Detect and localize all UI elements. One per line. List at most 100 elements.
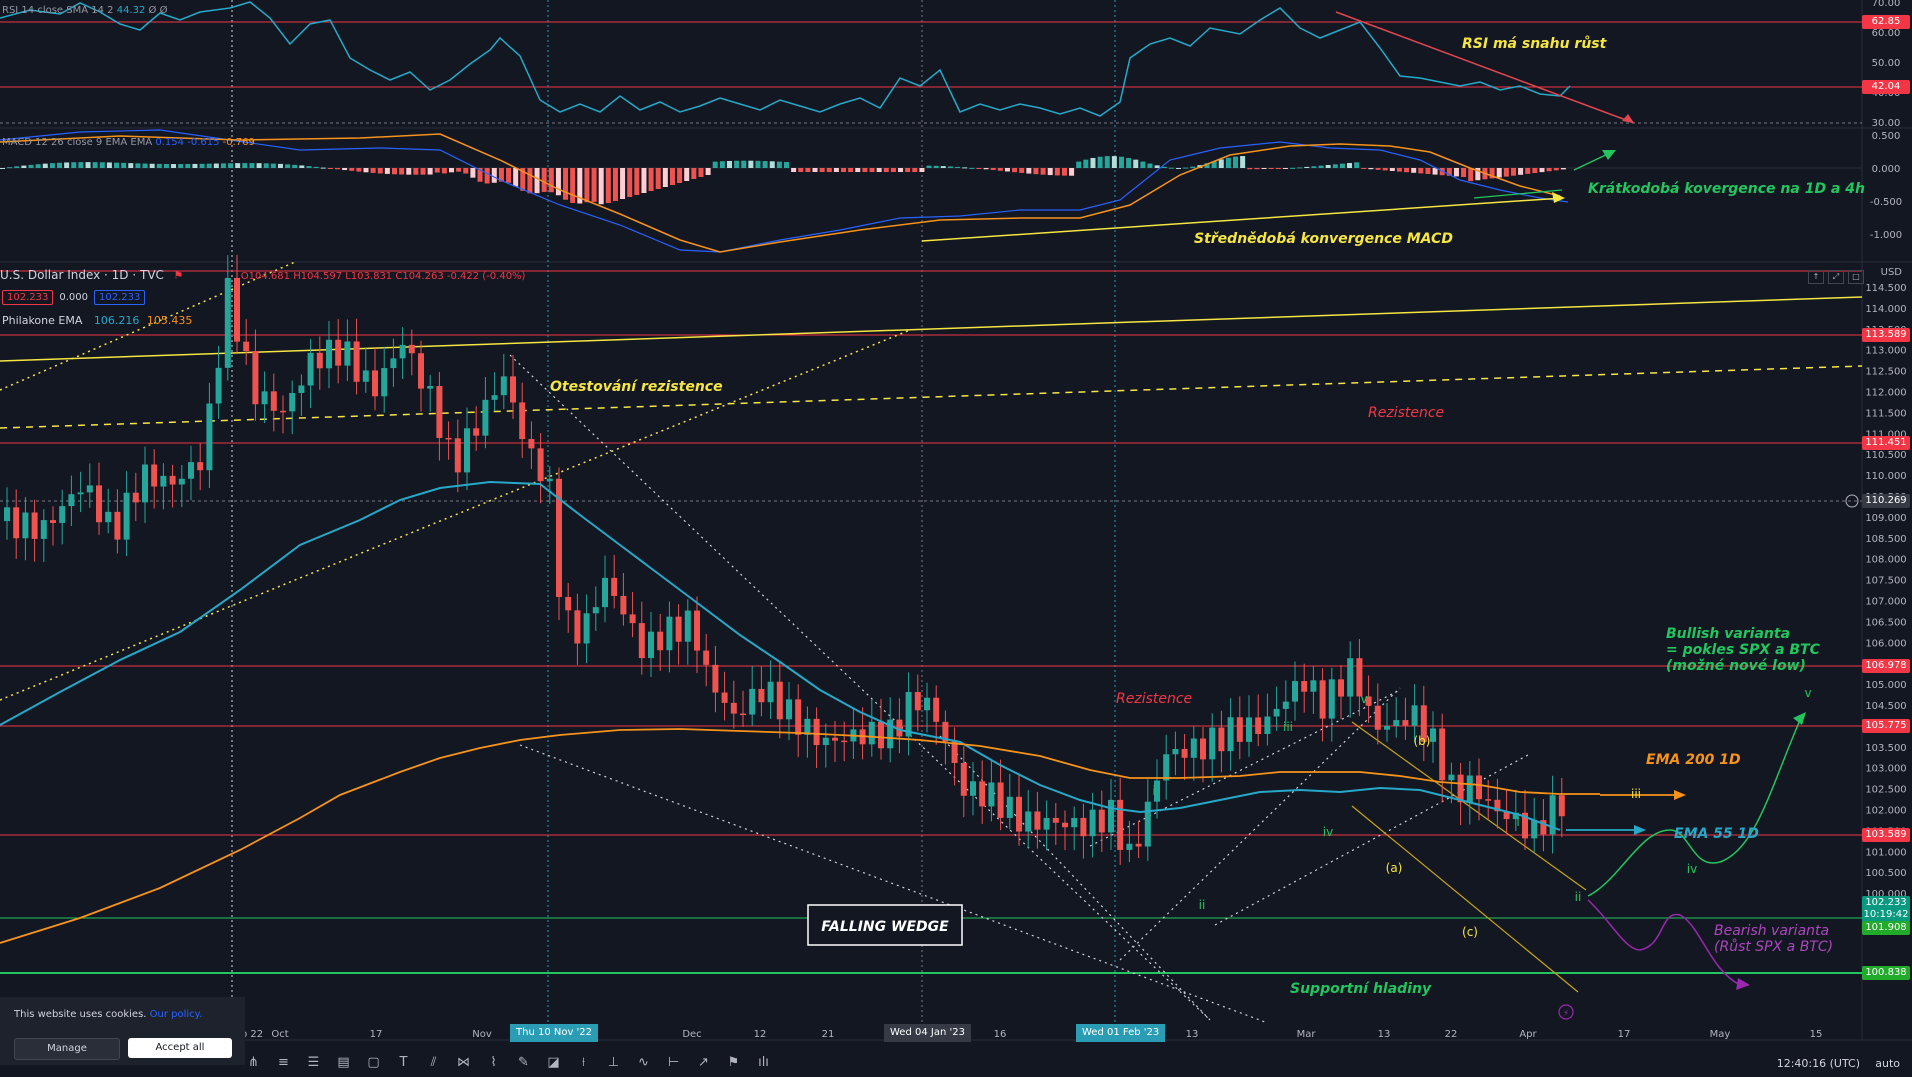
price-box[interactable]: 102.233 [2,290,54,305]
cookie-policy-link[interactable]: Our policy. [149,1009,203,1020]
price-tag[interactable]: 10:19:42 [1862,908,1910,922]
rsi-tag[interactable]: 42.04 [1862,80,1910,94]
rsi-tag[interactable]: 62.85 [1862,15,1910,29]
time-tick: 21 [822,1029,835,1040]
macd-bar [812,168,818,172]
channel-lower-line[interactable] [1351,805,1579,993]
brush-icon[interactable]: ✎ [518,1055,529,1070]
time-axis-labels: p 22 Oct 17 Nov Dec 12 21 16 13 Mar 13 22 Apr 17 May 15 [241,1029,1823,1040]
price-tag[interactable]: 106.978 [1862,659,1910,673]
macd-bar [399,168,405,175]
candle-body [556,478,562,597]
clock[interactable]: 12:40:16 (UTC) [1776,1057,1860,1070]
bullish-scenario-path[interactable] [1587,719,1801,897]
forecast-icon[interactable]: ⚑ [727,1055,740,1070]
dotted-uptrend[interactable] [0,329,911,701]
annotation-bullish: (možné nové low) [1666,658,1806,674]
annotation-bullish: = pokles SPX a BTC [1666,642,1821,658]
ema-value: 105.435 [146,314,193,327]
macd-arrow-short[interactable] [1473,189,1563,199]
rectangle-icon[interactable]: ▢ [367,1055,380,1070]
macd-trendline-mid[interactable] [921,197,1564,242]
price-tag[interactable]: 100.838 [1862,966,1910,980]
candle-body [574,610,581,644]
cross-line-icon[interactable]: ⊥ [607,1055,620,1070]
price-tag[interactable]: 105.775 [1862,719,1910,733]
text-icon[interactable]: T [399,1055,408,1070]
parallel-channel-icon[interactable]: ≡ [278,1055,289,1070]
price-tag[interactable]: 102.233 [1862,896,1910,910]
annotation-support: Supportní hladiny [1290,981,1432,997]
candle-body [905,692,912,737]
channel-upper-line[interactable] [1351,721,1587,891]
bars-pattern-icon[interactable]: ılı [758,1055,769,1070]
macd-bar [1532,168,1538,173]
candle-body [666,616,673,651]
bearish-scenario-path[interactable] [1587,899,1741,986]
manage-cookies-button[interactable]: Manage [14,1038,120,1060]
rsi-trendline[interactable] [1335,11,1635,124]
price-tag[interactable]: 111.451 [1862,436,1910,450]
macd-bar [370,168,376,173]
macd-bar [342,168,348,171]
wedge-lower-line[interactable] [519,744,1266,1023]
macd-bar [1069,168,1075,176]
channel-line[interactable] [1119,687,1401,961]
annotation-bearish: (Růst SPX a BTC) [1714,939,1833,955]
curve-icon[interactable]: ∿ [638,1055,649,1070]
range-icon[interactable]: ⊢ [667,1055,680,1070]
yellow-trendline[interactable] [0,296,1863,362]
arrow-up-icon[interactable]: ↑ [1808,270,1824,284]
alert-icon: ⚡ [1563,1009,1569,1019]
price-box[interactable]: 102.233 [94,290,146,305]
macd-bar [1211,161,1217,168]
macd-legend[interactable]: MACD 12 26 close 9 EMA EMA 0.154 -0.615 … [2,137,255,148]
wedge-label-box[interactable] [807,904,963,946]
maximize-icon[interactable]: ⤢ [1828,270,1844,284]
candle-body [1319,680,1326,719]
wedge-upper-line[interactable] [509,354,1211,1021]
macd-bar [384,168,390,174]
gann-icon[interactable]: ⫽ [430,1055,437,1070]
close-icon[interactable]: □ [1848,270,1864,284]
pattern-icon[interactable]: ⋈ [457,1055,470,1070]
channel-line[interactable] [1089,689,1401,847]
candle-body [464,428,470,473]
macd-bar [1140,161,1146,168]
currency-label[interactable]: USD [1880,267,1902,278]
symbol-title[interactable]: U.S. Dollar Index · 1D · TVC [0,268,164,282]
fib-icon[interactable]: ▤ [337,1055,350,1070]
price-tag[interactable]: 113.589 [1862,328,1910,342]
wedge-label: FALLING WEDGE [821,919,949,935]
elliott-icon[interactable]: ⌇ [490,1055,497,1070]
auto-scale-toggle[interactable]: auto [1875,1057,1900,1070]
macd-bar [848,168,854,172]
price-tick: 103.500 [1865,743,1906,754]
vertical-line-icon[interactable]: ⟊ [581,1055,586,1070]
ema-legend[interactable]: Philakone EMA 106.216 105.435 [2,314,192,327]
pitchfork-icon[interactable]: ⋔ [248,1055,259,1070]
yellow-dashed-trendline[interactable] [0,365,1863,429]
regression-icon[interactable]: ☰ [307,1055,320,1070]
symbol-legend[interactable]: U.S. Dollar Index · 1D · TVC ⚑ O104.681 … [0,268,525,282]
macd-bar [805,168,811,172]
price-tag[interactable]: 103.589 [1862,828,1910,842]
macd-bar [1453,168,1459,177]
macd-bar [1518,168,1524,175]
macd-bar [869,168,875,172]
candle-body [445,437,452,440]
crosshair-icon[interactable] [1845,494,1859,508]
price-tag[interactable]: 110.269 [1862,494,1910,508]
rsi-legend[interactable]: RSI 14 close SMA 14 2 44.32 Ø Ø [2,5,167,16]
candle-body [933,697,940,722]
callout-icon[interactable]: ◪ [547,1055,560,1070]
alert-icon[interactable] [1558,1004,1574,1020]
macd-bar [541,168,547,192]
ray-icon[interactable]: ↗ [698,1055,709,1070]
price-tick: 106.500 [1865,617,1906,628]
accept-cookies-button[interactable]: Accept all [128,1038,232,1058]
candle-body [114,511,121,540]
price-tag[interactable]: 101.908 [1862,921,1910,935]
macd-bar [420,168,426,175]
